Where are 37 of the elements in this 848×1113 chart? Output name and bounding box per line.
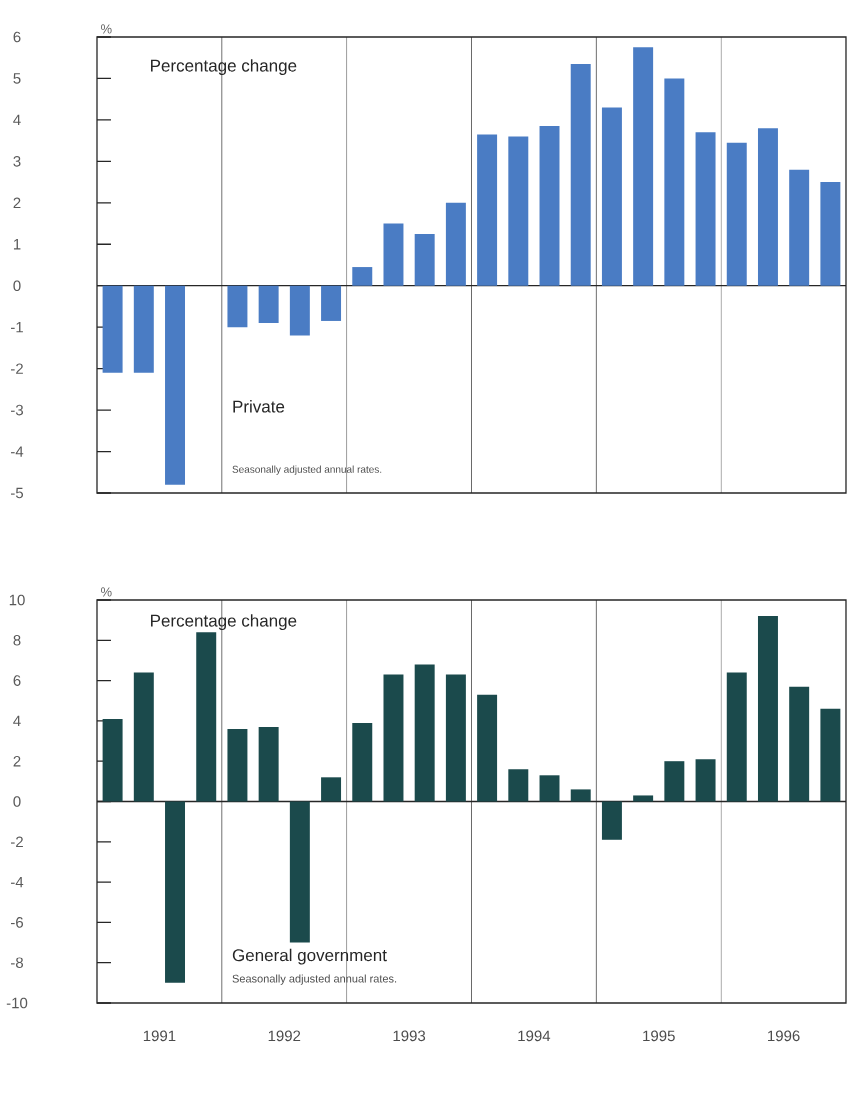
y-tick-label: 0 <box>13 796 21 807</box>
y-tick-label: 3 <box>13 156 21 167</box>
annotation: Private <box>233 400 285 413</box>
x-tick-label: 1991 <box>143 1030 176 1042</box>
y-tick-label: -3 <box>10 404 24 416</box>
y-tick-label: -10 <box>6 997 28 1009</box>
annotation: General government <box>232 948 387 965</box>
y-tick-label: -5 <box>10 487 24 499</box>
x-tick-label: 1996 <box>768 1030 800 1042</box>
y-tick-label: -8 <box>10 957 24 968</box>
annotation: Percentage change <box>151 59 297 76</box>
y-tick-label: -4 <box>10 876 24 888</box>
x-tick-label: 1993 <box>393 1030 426 1042</box>
y-tick-label: 6 <box>13 675 21 686</box>
y-tick-label: -2 <box>10 836 23 848</box>
y-tick-label: -4 <box>10 446 24 457</box>
y-axis-title: % <box>101 24 112 34</box>
x-tick-label: 1994 <box>518 1030 551 1042</box>
annotation: Percentage change <box>151 614 297 631</box>
y-tick-label: 6 <box>13 31 21 43</box>
annotation: Seasonally adjusted annual rates. <box>232 465 382 475</box>
y-tick-label: 4 <box>13 114 21 126</box>
annotation: Seasonally adjusted annual rates. <box>232 974 397 985</box>
y-tick-label: -2 <box>10 363 23 374</box>
y-tick-label: 2 <box>13 197 21 209</box>
x-tick-label: 1995 <box>643 1030 675 1042</box>
y-tick-label: -1 <box>10 322 23 333</box>
y-tick-label: 10 <box>9 594 25 606</box>
y-axis-title: % <box>101 587 112 597</box>
y-tick-label: 0 <box>13 280 21 292</box>
y-tick-label: 1 <box>13 239 21 250</box>
y-tick-label: 2 <box>13 755 21 767</box>
y-tick-label: 8 <box>13 634 21 646</box>
x-tick-label: 1992 <box>268 1030 301 1042</box>
y-tick-label: -6 <box>10 917 24 928</box>
y-tick-label: 5 <box>13 73 21 84</box>
y-tick-label: 4 <box>13 715 21 727</box>
